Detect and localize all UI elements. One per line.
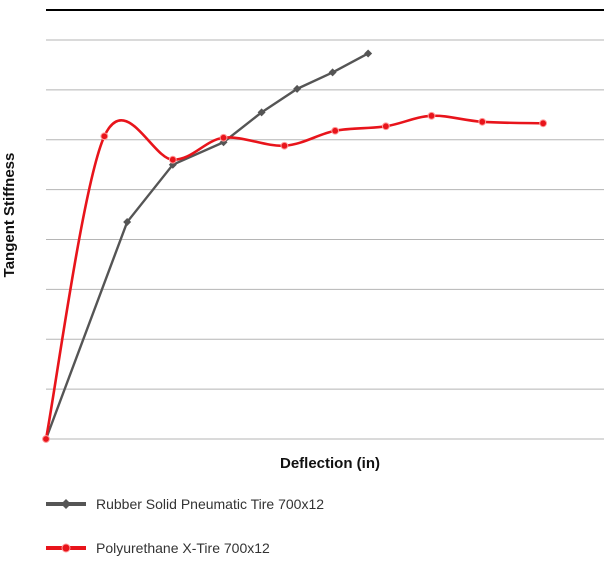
gridlines: [46, 39, 604, 440]
data-point-circle: [478, 117, 487, 126]
data-point-circle: [100, 132, 109, 141]
legend-item-rubber: Rubber Solid Pneumatic Tire 700x12: [46, 493, 324, 515]
data-point-circle: [539, 119, 548, 128]
data-point-circle: [427, 111, 436, 120]
data-point-circle: [381, 122, 390, 131]
legend-line-diamond-icon: [46, 499, 86, 509]
x-axis-title: Deflection (in): [280, 455, 380, 472]
legend-label-rubber: Rubber Solid Pneumatic Tire 700x12: [96, 496, 325, 512]
series-line-0: [44, 52, 369, 440]
data-point-diamond: [257, 108, 266, 117]
data-point-diamond: [123, 218, 132, 227]
legend-label-polyurethane: Polyurethane X-Tire 700x12: [96, 540, 270, 556]
series-layer: [42, 49, 548, 443]
legend-line-circle-icon: [46, 543, 86, 553]
data-point-diamond: [293, 84, 302, 93]
data-point-diamond: [328, 68, 337, 77]
data-point-circle: [219, 133, 228, 142]
legend: Rubber Solid Pneumatic Tire 700x12 Polyu…: [46, 493, 324, 581]
data-point-circle: [331, 126, 340, 135]
data-point-circle: [168, 155, 177, 164]
chart: Deflection (in) Tangent Stiffness: [1, 9, 604, 472]
series-line-1: [44, 114, 544, 440]
data-point-diamond: [364, 49, 373, 58]
data-point-circle: [280, 141, 289, 150]
y-axis-title: Tangent Stiffness: [1, 153, 18, 278]
legend-item-polyurethane: Polyurethane X-Tire 700x12: [46, 537, 324, 559]
data-point-circle: [42, 435, 50, 443]
